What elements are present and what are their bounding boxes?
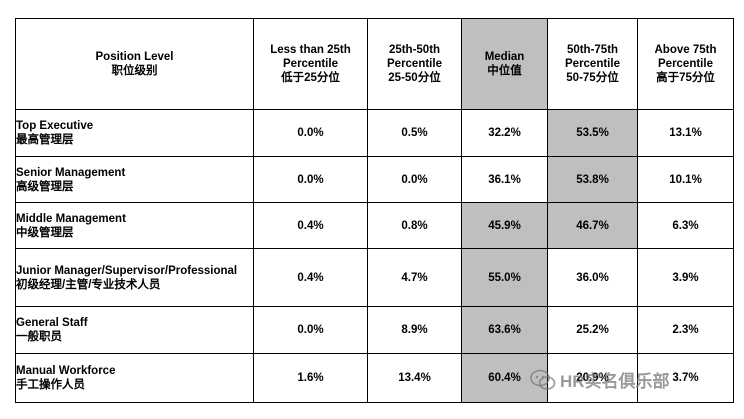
cell-less-than-25th: 0.4% (253, 202, 368, 249)
cell-median: 32.2% (461, 109, 548, 157)
table-row: Middle Management 中级管理层 0.4% 0.8% 45.9% 4… (15, 202, 734, 249)
cell-50th-75th: 25.2% (547, 306, 638, 354)
cell-less-than-25th: 0.4% (253, 248, 368, 307)
watermark: HR实名俱乐部 (530, 367, 670, 392)
cell-50th-75th: 36.0% (547, 248, 638, 307)
row-label: General Staff 一般职员 (15, 306, 254, 354)
cell-50th-75th: 53.5% (547, 109, 638, 157)
header-50th-75th: 50th-75th Percentile 50-75分位 (547, 18, 638, 110)
cell-less-than-25th: 1.6% (253, 353, 368, 403)
cell-less-than-25th: 0.0% (253, 156, 368, 203)
table-row: Manual Workforce 手工操作人员 1.6% 13.4% 60.4% … (15, 353, 734, 403)
cell-median: 60.4% (461, 353, 548, 403)
cell-median: 36.1% (461, 156, 548, 203)
row-label: Senior Management 高级管理层 (15, 156, 254, 203)
header-25th-50th: 25th-50th Percentile 25-50分位 (367, 18, 462, 110)
row-label: Junior Manager/Supervisor/Professional 初级… (15, 248, 254, 307)
row-label: Middle Management 中级管理层 (15, 202, 254, 249)
cell-above-75th: 10.1% (637, 156, 734, 203)
header-row: Position Level 职位级别 Less than 25th Perce… (15, 18, 734, 110)
cell-25th-50th: 0.0% (367, 156, 462, 203)
cell-25th-50th: 13.4% (367, 353, 462, 403)
cell-25th-50th: 8.9% (367, 306, 462, 354)
cell-50th-75th: 20.9% (547, 353, 638, 403)
cell-above-75th: 2.3% (637, 306, 734, 354)
header-above-75th: Above 75th Percentile 高于75分位 (637, 18, 734, 110)
row-label: Manual Workforce 手工操作人员 (15, 353, 254, 403)
row-label: Top Executive 最高管理层 (15, 109, 254, 157)
cell-less-than-25th: 0.0% (253, 109, 368, 157)
table-row: Top Executive 最高管理层 0.0% 0.5% 32.2% 53.5%… (15, 109, 734, 157)
watermark-text: HR实名俱乐部 (560, 372, 670, 391)
cell-25th-50th: 0.8% (367, 202, 462, 249)
table-row: Junior Manager/Supervisor/Professional 初级… (15, 248, 734, 307)
header-less-than-25th: Less than 25th Percentile 低于25分位 (253, 18, 368, 110)
cell-median: 45.9% (461, 202, 548, 249)
table-row: General Staff 一般职员 0.0% 8.9% 63.6% 25.2% … (15, 306, 734, 354)
header-position-level: Position Level 职位级别 (15, 18, 254, 110)
cell-25th-50th: 4.7% (367, 248, 462, 307)
header-median: Median 中位值 (461, 18, 548, 110)
wechat-icon (530, 369, 556, 391)
cell-above-75th: 3.9% (637, 248, 734, 307)
cell-less-than-25th: 0.0% (253, 306, 368, 354)
cell-above-75th: 13.1% (637, 109, 734, 157)
cell-50th-75th: 46.7% (547, 202, 638, 249)
cell-median: 55.0% (461, 248, 548, 307)
table-row: Senior Management 高级管理层 0.0% 0.0% 36.1% 5… (15, 156, 734, 203)
cell-50th-75th: 53.8% (547, 156, 638, 203)
cell-above-75th: 3.7% (637, 353, 734, 403)
percentile-table: Position Level 职位级别 Less than 25th Perce… (15, 18, 734, 403)
cell-25th-50th: 0.5% (367, 109, 462, 157)
cell-above-75th: 6.3% (637, 202, 734, 249)
cell-median: 63.6% (461, 306, 548, 354)
